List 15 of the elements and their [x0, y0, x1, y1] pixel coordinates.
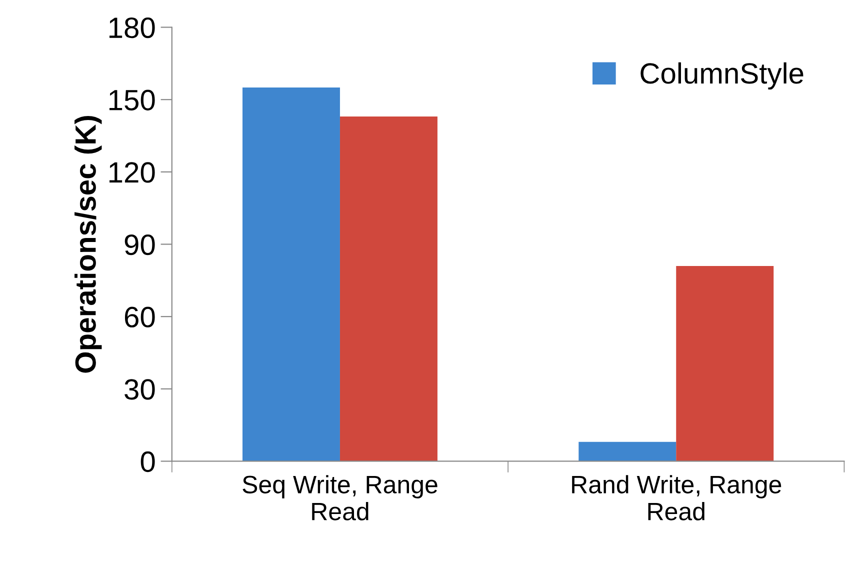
- bar: [578, 442, 676, 462]
- bar: [340, 116, 438, 462]
- x-tick-label: Seq Write, Range Read: [242, 475, 438, 520]
- y-axis-title: Operations/sec (K): [74, 116, 102, 373]
- legend-label: ColumnStyle: [640, 62, 804, 90]
- bar: [676, 266, 774, 462]
- y-tick-label: 60: [124, 306, 155, 328]
- x-tick-label: Rand Write, Range Read: [572, 475, 782, 520]
- y-tick-label: 30: [124, 379, 155, 400]
- y-tick-label: 150: [109, 90, 155, 110]
- bar: [242, 88, 340, 462]
- y-tick-label: 0: [140, 451, 155, 472]
- y-tick-label: 120: [109, 162, 155, 183]
- y-tick-label: 90: [124, 234, 155, 256]
- y-tick-label: 180: [109, 17, 155, 38]
